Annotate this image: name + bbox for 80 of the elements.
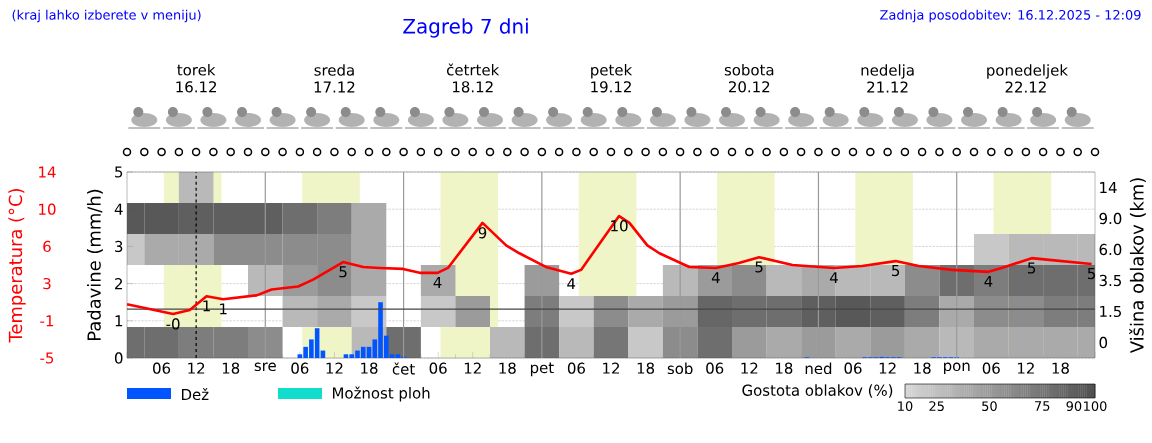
y-tick-label: 2 <box>115 278 122 290</box>
x-tick-label: 18 <box>1052 362 1069 374</box>
x-tick-label: 06 <box>706 362 724 374</box>
y2-tick-label: -1 <box>40 315 54 327</box>
x-tick-label: čet <box>392 362 415 375</box>
x-tick-label: 12 <box>326 362 343 374</box>
y2-tick-label: 3 <box>43 277 51 290</box>
annotation: 5 <box>339 266 347 278</box>
x-tick-label: sre <box>254 362 276 372</box>
x-tick-label: 12 <box>879 362 896 374</box>
x-tick-label: 06 <box>567 362 585 374</box>
x-tick-label: 06 <box>982 362 1000 374</box>
annotation: 5 <box>892 265 900 277</box>
annotation: 4 <box>829 272 838 284</box>
x-tick-label: 12 <box>188 362 205 374</box>
annotation: 1 <box>203 300 210 312</box>
y-tick-label: 3 <box>115 240 123 253</box>
x-tick-label: 12 <box>741 362 758 374</box>
x-tick-label: ponedeljek 22.12 <box>987 64 1068 93</box>
x-tick-label: 06 <box>429 362 447 374</box>
y-axis-title: Višina oblakov (km) <box>1129 178 1146 354</box>
color-bar-label: 25 <box>929 401 944 411</box>
y2-tick-label: 10 <box>39 203 56 215</box>
y2-tick-label: -5 <box>40 352 54 364</box>
color-bar-label: 100 <box>1084 401 1107 411</box>
line-series <box>125 214 1093 316</box>
text: (kraj lahko izberete v meniju) <box>12 9 201 23</box>
y2-tick-label: 6 <box>43 240 51 253</box>
x-tick-label: 06 <box>153 362 171 374</box>
x-tick-label: 18 <box>914 362 931 374</box>
y-tick-label: 0 <box>114 352 123 364</box>
color-bar-label: 10 <box>898 401 913 411</box>
y-tick-label: 1 <box>115 315 123 327</box>
legend-label: Dež <box>181 387 209 401</box>
x-tick-label: sreda 17.12 <box>314 64 355 93</box>
y-tick-label: 4 <box>114 203 123 215</box>
x-tick-label: 06 <box>291 362 309 374</box>
x-tick-label: sob <box>667 362 693 375</box>
x-tick-label: 18 <box>499 362 516 374</box>
x-tick-label: pet <box>530 362 554 377</box>
x-tick-label: sobota 20.12 <box>724 63 774 93</box>
chart-title: Zagreb 7 dni <box>403 18 528 38</box>
x-tick-label: 12 <box>464 362 481 374</box>
x-tick-label: 06 <box>844 362 862 374</box>
y-tick-label: 14 <box>1100 182 1117 193</box>
x-tick-label: torek 16.12 <box>176 63 217 93</box>
x-tick-label: petek 19.12 <box>591 63 633 93</box>
x-tick-label: 18 <box>361 362 378 374</box>
x-tick-label: nedelja 21.12 <box>861 64 914 93</box>
text: Zadnja posodobitev: 16.12.2025 - 12:09 <box>880 9 1141 23</box>
x-tick-label: 18 <box>222 362 240 374</box>
annotation: 4 <box>711 272 720 284</box>
x-tick-label: 18 <box>776 362 793 374</box>
color-bar-label: 50 <box>982 401 997 411</box>
y-tick-label: 1.5 <box>1100 305 1121 318</box>
color-bar-label: 90 <box>1066 401 1082 411</box>
annotation: 4 <box>567 278 576 290</box>
x-tick-label: pon <box>944 362 970 374</box>
y2-tick-label: 14 <box>39 166 56 178</box>
y-tick-label: 3.5 <box>1099 274 1121 287</box>
x-tick-label: ned <box>805 362 832 375</box>
y-tick-label: 9.0 <box>1099 212 1122 225</box>
y-tick-label: 0 <box>1099 336 1108 349</box>
x-tick-label: 18 <box>637 362 655 374</box>
y-tick-label: 5 <box>115 166 123 178</box>
annotation: 4 <box>433 277 442 288</box>
legend-label: Možnost ploh <box>332 386 430 402</box>
x-tick-label: četrtek 18.12 <box>446 63 500 93</box>
annotation: 4 <box>984 275 993 287</box>
annotation: 5 <box>1087 268 1096 280</box>
color-bar-label: 75 <box>1035 401 1050 411</box>
annotation: 9 <box>478 227 487 239</box>
annotation: 1 <box>220 303 227 315</box>
y-axis-title: Padavine (mm/h) <box>86 189 103 340</box>
y-tick-label: 6.0 <box>1099 243 1122 256</box>
color-bar-title: Gostota oblakov (%) <box>742 384 893 398</box>
x-tick-label: 12 <box>1018 362 1034 374</box>
annotation: 5 <box>1028 262 1036 274</box>
x-tick-label: 12 <box>603 362 620 374</box>
y2-axis-title: Temperatura (°C) <box>8 189 26 343</box>
